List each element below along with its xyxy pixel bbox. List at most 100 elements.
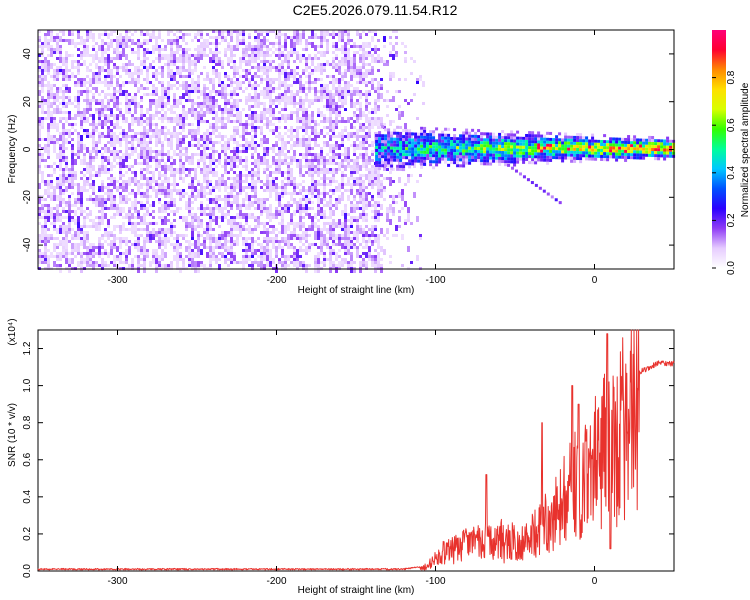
- noise-cell: [167, 99, 170, 102]
- noise-cell: [275, 216, 278, 219]
- noise-cell: [104, 42, 107, 45]
- noise-cell: [56, 237, 59, 240]
- noise-cell: [107, 102, 110, 105]
- noise-cell: [341, 180, 344, 183]
- noise-cell: [152, 171, 155, 174]
- noise-cell: [74, 255, 77, 258]
- noise-cell: [53, 39, 56, 42]
- noise-cell: [284, 132, 287, 135]
- noise-cell: [185, 240, 188, 243]
- noise-cell: [116, 78, 119, 81]
- noise-cell: [215, 219, 218, 225]
- noise-cell: [149, 93, 152, 96]
- noise-cell: [146, 189, 149, 192]
- noise-cell: [182, 147, 185, 150]
- noise-cell: [212, 252, 215, 255]
- noise-cell: [362, 252, 365, 255]
- noise-cell: [284, 261, 287, 264]
- noise-cell: [347, 228, 350, 234]
- noise-cell: [299, 165, 302, 168]
- noise-cell: [329, 261, 332, 264]
- noise-cell: [263, 228, 266, 231]
- noise-cell: [245, 72, 248, 78]
- noise-cell: [185, 246, 188, 249]
- noise-cell: [194, 36, 197, 39]
- noise-cell: [104, 207, 107, 210]
- noise-cell: [200, 204, 203, 210]
- noise-cell: [71, 72, 74, 78]
- noise-cell: [110, 33, 113, 36]
- noise-cell: [287, 129, 290, 132]
- noise-cell: [236, 165, 239, 168]
- noise-cell: [110, 243, 113, 246]
- noise-cell: [113, 48, 116, 51]
- noise-cell: [134, 147, 137, 153]
- noise-cell: [227, 264, 230, 267]
- noise-cell: [155, 153, 158, 159]
- noise-cell: [365, 54, 368, 57]
- noise-cell: [233, 225, 236, 231]
- noise-cell: [305, 147, 308, 153]
- noise-cell: [242, 36, 245, 39]
- noise-cell: [341, 99, 344, 102]
- noise-cell: [242, 30, 245, 33]
- noise-cell: [152, 186, 155, 189]
- noise-cell: [374, 48, 377, 51]
- noise-cell: [107, 243, 110, 246]
- noise-cell: [47, 234, 50, 237]
- noise-cell: [158, 243, 161, 246]
- noise-cell: [332, 87, 335, 90]
- noise-cell: [257, 261, 260, 264]
- noise-cell: [197, 192, 200, 198]
- noise-cell: [158, 129, 161, 132]
- noise-cell: [332, 243, 335, 246]
- noise-cell: [47, 156, 50, 159]
- noise-cell: [269, 210, 272, 213]
- noise-cell: [311, 225, 314, 231]
- noise-cell: [92, 159, 95, 162]
- noise-cell: [299, 189, 302, 192]
- noise-cell: [203, 180, 206, 183]
- noise-cell: [272, 228, 275, 234]
- noise-cell: [71, 30, 74, 33]
- noise-cell: [290, 177, 293, 180]
- noise-cell: [293, 81, 296, 84]
- noise-cell: [287, 177, 290, 180]
- noise-cell: [140, 45, 143, 48]
- noise-cell: [296, 126, 299, 132]
- noise-cell: [263, 156, 266, 162]
- noise-cell: [53, 99, 56, 102]
- noise-cell: [287, 171, 290, 174]
- noise-cell: [221, 33, 224, 36]
- noise-cell: [257, 153, 260, 156]
- noise-cell: [332, 204, 335, 207]
- noise-cell: [161, 249, 164, 255]
- noise-cell: [38, 120, 41, 123]
- noise-cell: [230, 66, 233, 69]
- noise-cell: [305, 144, 308, 147]
- noise-cell: [95, 201, 98, 207]
- noise-cell: [167, 177, 170, 180]
- noise-cell: [332, 105, 335, 108]
- noise-cell: [71, 117, 74, 120]
- noise-cell: [317, 96, 320, 99]
- noise-cell: [44, 210, 47, 213]
- noise-cell: [353, 210, 356, 213]
- noise-cell: [326, 231, 329, 234]
- noise-cell: [296, 192, 299, 195]
- noise-cell: [272, 42, 275, 45]
- noise-cell: [128, 93, 131, 96]
- noise-cell: [152, 123, 155, 126]
- noise-cell: [38, 195, 41, 198]
- noise-cell: [176, 114, 179, 117]
- noise-cell: [137, 66, 140, 69]
- noise-cell: [89, 33, 92, 39]
- noise-cell: [71, 228, 74, 231]
- noise-cell: [68, 99, 71, 102]
- noise-cell: [38, 198, 41, 204]
- noise-cell: [167, 141, 170, 147]
- noise-cell: [272, 111, 275, 114]
- noise-cell: [41, 138, 44, 141]
- noise-cell: [311, 156, 314, 159]
- noise-cell: [218, 36, 221, 39]
